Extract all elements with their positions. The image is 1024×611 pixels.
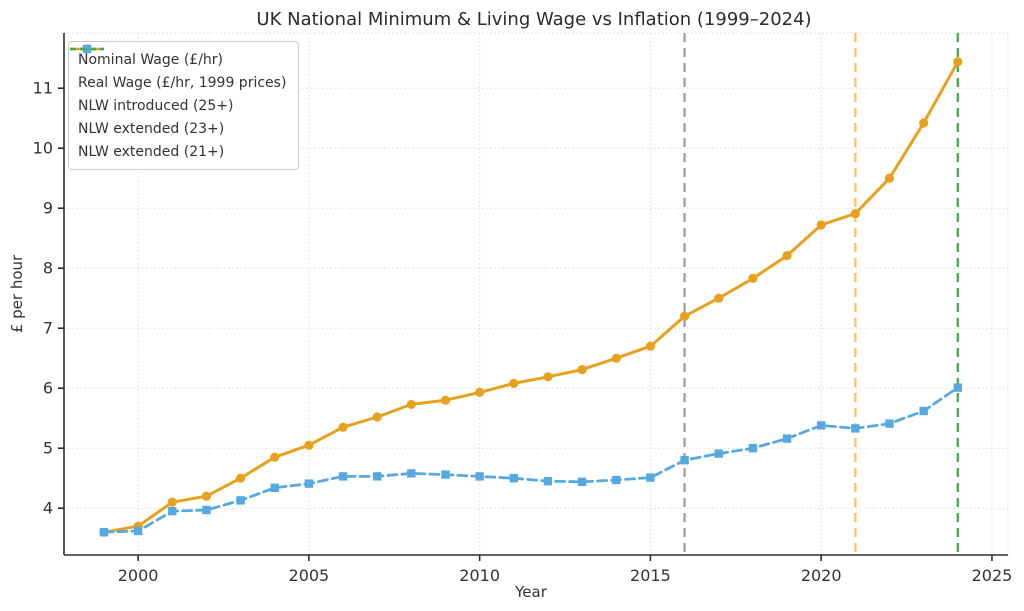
series-1-point-2017 (714, 449, 723, 458)
series-1-point-2001 (168, 507, 177, 516)
series-0-point-2015 (645, 341, 656, 351)
series-1-point-2007 (372, 472, 382, 481)
legend-item-1: Real Wage (£/hr, 1999 prices) (70, 44, 287, 93)
series-1-point-2021 (851, 424, 860, 433)
series-0-point-2012 (543, 372, 553, 382)
y-tick-label-4: 4 (43, 499, 53, 518)
chart-title: UK National Minimum & Living Wage vs Inf… (256, 9, 811, 30)
x-tick-label-2015: 2015 (630, 566, 671, 585)
series-0-point-2020 (816, 220, 826, 230)
series-1-point-2009 (441, 470, 450, 479)
x-tick-label-2020: 2020 (801, 566, 842, 585)
legend-label: NLW introduced (25+) (78, 97, 234, 114)
x-tick-label-2010: 2010 (459, 566, 500, 585)
y-tick-label-6: 6 (43, 379, 53, 398)
x-axis-label: Year (514, 583, 548, 601)
series-1-point-2016 (680, 456, 689, 465)
series-0-point-2008 (406, 399, 416, 409)
series-1-point-2014 (612, 475, 621, 485)
series-0-point-2013 (577, 365, 587, 375)
legend: Nominal Wage (£/hr) Real Wage (£/hr, 1999… (68, 41, 300, 170)
legend-item-0: Nominal Wage (£/hr) (70, 44, 286, 70)
legend-item-4: NLW extended (21+) (70, 47, 286, 162)
series-0-point-2005 (304, 440, 314, 450)
series-1-point-2011 (509, 474, 519, 483)
series-1-point-2008 (407, 469, 416, 478)
series-0-point-2018 (748, 273, 758, 283)
series-0-point-2022 (884, 173, 895, 183)
series-0-point-2007 (372, 412, 382, 422)
series-1-point-2022 (885, 419, 894, 428)
series-1-point-2005 (304, 479, 314, 488)
legend-swatch-icon (70, 47, 104, 51)
series-1-point-2019 (782, 434, 792, 443)
series-0-point-2003 (235, 473, 246, 483)
y-axis-label: £ per hour (8, 254, 26, 333)
series-1-point-1999 (99, 528, 109, 537)
series-1-point-2010 (475, 472, 484, 481)
series-0-point-2010 (475, 387, 485, 397)
series-1-point-2004 (270, 483, 279, 492)
series-0-point-2004 (270, 452, 280, 462)
series-1-point-2020 (816, 421, 826, 430)
series-0-point-2016 (679, 311, 690, 321)
y-tick-label-10: 10 (33, 139, 53, 158)
legend-label: NLW extended (23+) (78, 120, 225, 137)
legend-label: NLW extended (21+) (78, 143, 225, 160)
series-0-point-2009 (440, 395, 451, 405)
x-tick-label-2000: 2000 (118, 566, 159, 585)
chart-layers: 4 5 6 7 8 9 10 11 2000 2005 2010 2015 2020 2025 (33, 32, 1013, 585)
series-1-point-2003 (236, 496, 245, 505)
series-0-point-2001 (167, 497, 177, 507)
legend-item-2: NLW introduced (25+) (70, 47, 286, 116)
series-0-point-2023 (919, 118, 929, 128)
y-tick-label-9: 9 (43, 199, 53, 218)
series-0-point-2024 (953, 57, 963, 67)
series-1-point-2018 (748, 444, 758, 453)
series-1-point-2023 (919, 406, 928, 416)
x-tick-label-2025: 2025 (972, 566, 1013, 585)
series-0-point-2017 (714, 293, 724, 303)
legend-label: Real Wage (£/hr, 1999 prices) (78, 74, 287, 91)
y-tick-label-5: 5 (43, 439, 53, 458)
series-1-point-2006 (338, 472, 348, 481)
y-tick-label-11: 11 (33, 79, 53, 98)
series-0-point-2006 (338, 422, 348, 432)
series-1-point-2000 (133, 526, 143, 536)
legend-item-3: NLW extended (23+) (70, 47, 286, 139)
series-0-point-2019 (782, 251, 792, 261)
x-tick-label-2005: 2005 (289, 566, 330, 585)
series-line-0 (102, 60, 960, 534)
series-1-point-2012 (543, 477, 553, 486)
series-0-point-2014 (611, 353, 621, 363)
series-1-point-2024 (953, 383, 962, 392)
series-0-point-2011 (509, 378, 519, 388)
legend-label: Nominal Wage (£/hr) (78, 51, 224, 68)
series-0-point-2021 (850, 209, 860, 219)
series-1-point-2002 (202, 505, 211, 515)
y-tick-label-7: 7 (43, 319, 53, 338)
series-line-1 (102, 386, 960, 534)
series-1-point-2015 (646, 473, 655, 482)
series-1-point-2013 (577, 477, 587, 486)
series-0-point-2002 (201, 491, 212, 501)
y-tick-label-8: 8 (43, 259, 53, 278)
